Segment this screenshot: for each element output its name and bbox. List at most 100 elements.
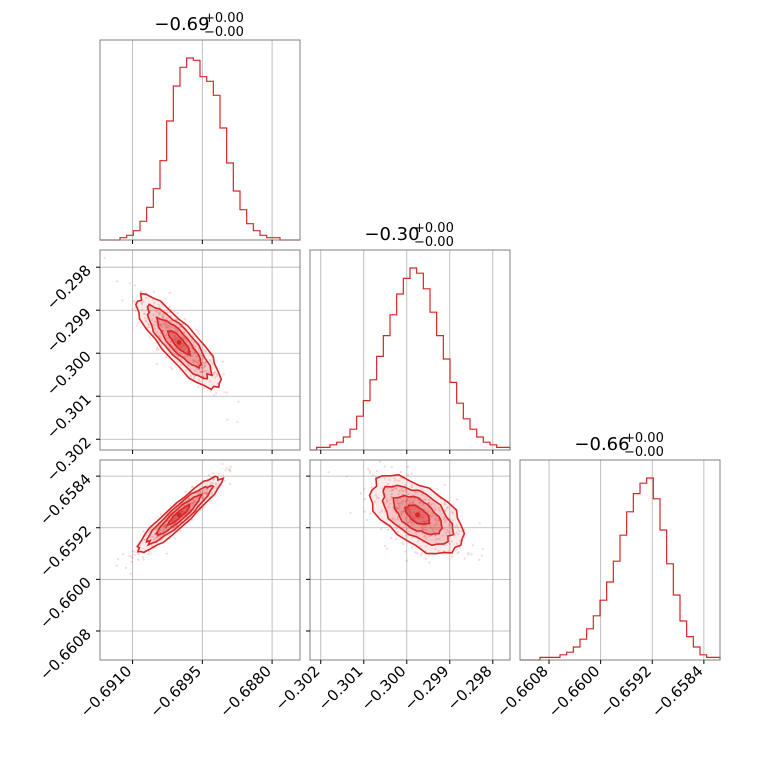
sample-point bbox=[424, 498, 427, 501]
sample-point bbox=[176, 329, 179, 332]
sample-point bbox=[193, 375, 196, 378]
sample-point bbox=[433, 502, 436, 506]
sample-point bbox=[172, 526, 175, 529]
y-tick-label: −0.6592 bbox=[36, 522, 95, 581]
sample-point bbox=[209, 500, 212, 503]
sample-point bbox=[177, 330, 180, 333]
sample-point bbox=[180, 346, 183, 349]
panel-frame bbox=[99, 459, 301, 661]
sample-point bbox=[205, 488, 208, 492]
sample-point bbox=[428, 561, 431, 564]
sample-point bbox=[430, 511, 434, 514]
sample-point bbox=[396, 506, 399, 510]
sample-point bbox=[170, 319, 173, 323]
sample-point bbox=[410, 515, 413, 518]
sample-point bbox=[214, 392, 218, 395]
sample-point bbox=[226, 391, 229, 394]
sample-point bbox=[463, 536, 467, 539]
sample-point bbox=[201, 367, 204, 370]
sample-point bbox=[421, 517, 424, 520]
sample-point bbox=[209, 359, 212, 362]
sample-point bbox=[142, 530, 145, 533]
sample-point bbox=[121, 299, 124, 302]
sample-point bbox=[388, 478, 391, 481]
sample-point bbox=[200, 490, 204, 493]
sample-point bbox=[130, 560, 133, 563]
sample-point bbox=[395, 538, 398, 541]
sample-point bbox=[191, 358, 195, 362]
sample-point bbox=[132, 300, 136, 303]
sample-point bbox=[387, 505, 390, 509]
sample-point bbox=[148, 336, 151, 339]
sample-point bbox=[454, 534, 457, 537]
sample-point bbox=[448, 522, 451, 525]
sample-point bbox=[438, 537, 441, 540]
sample-point bbox=[137, 558, 140, 561]
panel-frame bbox=[309, 249, 511, 451]
sample-point bbox=[202, 370, 205, 373]
sample-point bbox=[147, 322, 150, 326]
sample-point bbox=[416, 552, 419, 555]
sample-point bbox=[431, 514, 434, 517]
x-tick-label: −0.300 bbox=[358, 662, 410, 714]
sample-point bbox=[184, 490, 187, 493]
sample-point bbox=[201, 366, 204, 369]
sample-point bbox=[406, 473, 410, 476]
sample-point bbox=[451, 519, 454, 522]
sample-point bbox=[386, 483, 390, 486]
sample-point bbox=[212, 372, 215, 375]
y-tick-label: −0.299 bbox=[43, 304, 95, 356]
sample-point bbox=[155, 362, 159, 366]
sample-point bbox=[130, 555, 133, 558]
sample-point bbox=[205, 492, 208, 495]
sample-point bbox=[155, 349, 159, 352]
sample-point bbox=[172, 519, 175, 522]
sample-point bbox=[158, 320, 161, 323]
sample-point bbox=[409, 511, 412, 514]
sample-point bbox=[428, 498, 431, 502]
sample-point bbox=[443, 520, 447, 523]
sample-point bbox=[404, 550, 407, 553]
sample-point bbox=[405, 498, 409, 502]
sample-point bbox=[414, 531, 418, 535]
sample-point bbox=[186, 502, 190, 505]
sample-point bbox=[383, 465, 386, 468]
sample-point bbox=[447, 550, 450, 553]
sample-point bbox=[191, 354, 194, 357]
sample-point bbox=[471, 544, 475, 547]
panel-frame bbox=[309, 459, 511, 661]
histogram-0 bbox=[100, 57, 300, 241]
sample-point bbox=[154, 309, 158, 312]
sample-point bbox=[423, 535, 426, 538]
sample-point bbox=[386, 547, 389, 550]
sample-point bbox=[192, 377, 195, 380]
sample-point bbox=[202, 361, 205, 364]
sample-point bbox=[163, 320, 167, 324]
sample-point bbox=[156, 535, 160, 538]
x-tick-label: −0.6880 bbox=[216, 662, 275, 721]
sample-point bbox=[424, 520, 428, 523]
sample-point bbox=[147, 550, 150, 553]
sample-point bbox=[215, 485, 218, 488]
sample-point bbox=[396, 531, 399, 534]
sample-point bbox=[406, 465, 409, 468]
sample-point bbox=[204, 364, 207, 368]
sample-point bbox=[152, 301, 156, 304]
sample-point bbox=[434, 547, 437, 551]
sample-point bbox=[206, 491, 209, 494]
sample-point bbox=[197, 380, 200, 383]
sample-point bbox=[175, 337, 179, 340]
sample-point bbox=[444, 509, 447, 512]
sample-point bbox=[405, 490, 408, 494]
sample-point bbox=[182, 510, 185, 513]
sample-point bbox=[159, 310, 162, 314]
sample-point bbox=[421, 525, 424, 528]
panel-1-1: −0.30+0.00−0.00 bbox=[309, 221, 511, 454]
sample-point bbox=[223, 391, 226, 394]
sample-point bbox=[168, 319, 171, 322]
sample-point bbox=[214, 483, 217, 486]
sample-point bbox=[182, 348, 185, 351]
sample-point bbox=[444, 503, 447, 506]
sample-point bbox=[209, 390, 212, 393]
sample-point bbox=[429, 526, 432, 529]
